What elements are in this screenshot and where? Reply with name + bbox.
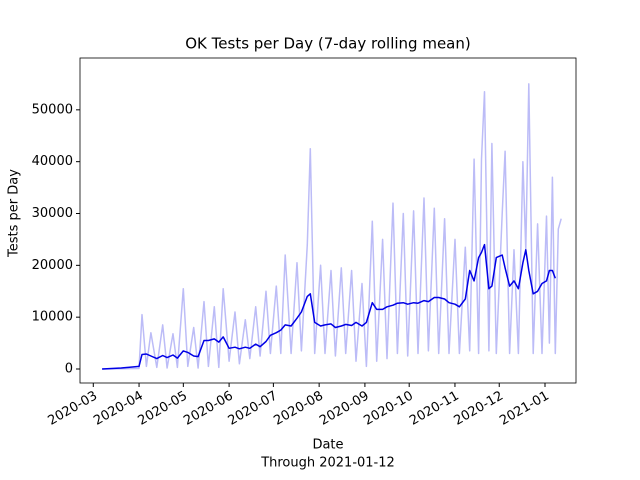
x-tick-label: 2020-09 bbox=[317, 389, 372, 429]
y-tick-label: 40000 bbox=[32, 154, 73, 169]
y-axis-label: Tests per Day bbox=[7, 169, 22, 258]
x-tick-label: 2020-04 bbox=[91, 389, 146, 429]
x-tick-label: 2020-05 bbox=[136, 389, 191, 429]
x-tick-label: 2020-12 bbox=[451, 389, 506, 429]
subtitle: Through 2021-01-12 bbox=[260, 456, 395, 471]
plot-frame bbox=[79, 57, 577, 384]
x-tick-label: 2020-06 bbox=[181, 389, 236, 429]
x-tick-label: 2020-11 bbox=[407, 389, 462, 429]
chart-title: OK Tests per Day (7-day rolling mean) bbox=[185, 35, 470, 53]
data-line bbox=[102, 83, 562, 370]
x-tick-label: 2020-10 bbox=[361, 389, 416, 429]
x-tick-label: 2021-01 bbox=[497, 389, 552, 429]
y-tick-label: 10000 bbox=[32, 310, 73, 325]
y-tick-label: 0 bbox=[65, 362, 73, 377]
y-tick-label: 20000 bbox=[32, 258, 73, 273]
x-tick-label: 2020-08 bbox=[271, 389, 326, 429]
x-tick-label: 2020-07 bbox=[226, 389, 281, 429]
x-tick-label: 2020-03 bbox=[45, 389, 100, 429]
y-tick-label: 50000 bbox=[32, 102, 73, 117]
data-line bbox=[102, 243, 557, 370]
x-axis-label: Date bbox=[312, 438, 343, 453]
y-tick-label: 30000 bbox=[32, 206, 73, 221]
